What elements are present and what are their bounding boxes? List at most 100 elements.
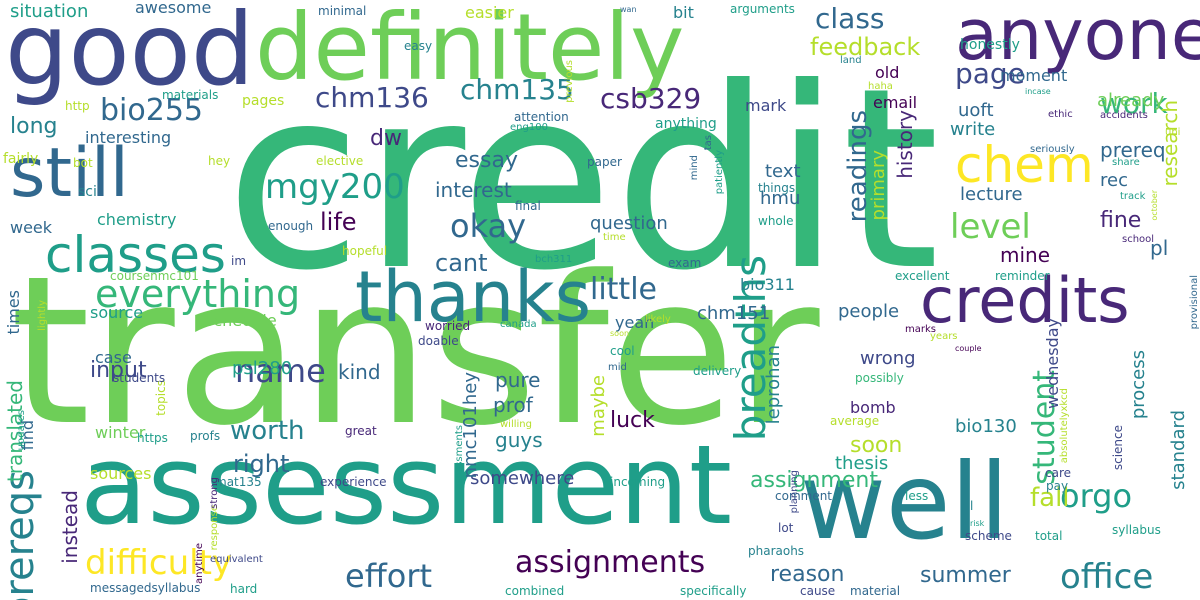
word-im: im (231, 254, 247, 268)
word-total: total (1035, 529, 1063, 543)
word-wrong: wrong (860, 348, 916, 369)
word-classes: classes (45, 226, 226, 284)
word-fall: fall (1030, 483, 1070, 513)
word-absolutelyxkcd: absolutelyxkcd (1059, 388, 1070, 464)
word-haha: haha (868, 81, 893, 92)
word-hard: hard (230, 582, 258, 596)
word-everything: everything (95, 272, 301, 316)
word-people: people (838, 301, 900, 322)
word-delivery: delivery (693, 364, 742, 378)
word-exam: exam (668, 256, 702, 270)
word-thanks: thanks (355, 256, 592, 338)
word-anytime: anytime (194, 543, 205, 584)
word-strong: strong (209, 477, 220, 509)
word-specifically: specifically (680, 584, 747, 598)
word-things: things (758, 181, 796, 195)
word-week: week (10, 218, 53, 237)
word-land: land (840, 55, 862, 66)
word-material: material (850, 584, 901, 598)
word-right: right (233, 450, 290, 478)
word-combined: combined (505, 584, 565, 598)
word-great: great (345, 424, 377, 438)
word-enough: enough (268, 219, 314, 233)
word-assignments: assignments (515, 545, 706, 580)
word-bot: bot (73, 156, 93, 170)
word-sci: sci (78, 184, 97, 200)
word-patiently: patiently (714, 150, 725, 195)
word-provisional: provisional (1189, 275, 1200, 330)
word-soon: soon (850, 433, 903, 458)
word-likely: likely (645, 314, 671, 325)
word-syllabus: syllabus (1112, 523, 1161, 537)
word-kind: kind (338, 360, 381, 384)
word-class: class (815, 2, 885, 35)
word-chm136: chm136 (315, 81, 429, 114)
word-input: input (90, 358, 147, 383)
word-old: old (875, 63, 900, 82)
word-scheme: scheme (965, 529, 1012, 543)
word-time: time (603, 232, 626, 243)
word-difficulty: difficulty (85, 543, 233, 583)
word-seriously: seriously (1030, 144, 1075, 155)
word-interest: interest (435, 178, 512, 202)
word-bio255: bio255 (100, 93, 203, 128)
word-average: average (830, 414, 880, 428)
word-pay: pay (1046, 479, 1069, 493)
word-whole: whole (758, 214, 794, 228)
word-thesis: thesis (835, 453, 889, 474)
word-previous: previous (564, 60, 575, 103)
word-lecture: lecture (960, 184, 1023, 205)
word-soon-small: soon (610, 329, 630, 338)
word-credit: credit (225, 34, 940, 325)
word-leprohan: leprohan (763, 345, 784, 425)
word-chm135: chm135 (460, 73, 574, 106)
word-write: write (950, 119, 996, 140)
word-text: text (765, 161, 801, 182)
word-rec: rec (1100, 170, 1128, 191)
word-less: less (905, 489, 929, 503)
word-summer: summer (920, 563, 1011, 588)
word-fine: fine (1100, 208, 1142, 233)
word-bch311: bch311 (535, 254, 573, 265)
word-couple: couple (955, 344, 982, 353)
word-assessment: assessment (80, 421, 732, 549)
word-mine: mine (1000, 243, 1051, 267)
word-chm151: chm151 (697, 303, 771, 324)
word-years: years (930, 331, 958, 342)
word-chemistry: chemistry (97, 210, 177, 229)
word-situation: situation (10, 1, 89, 22)
word-accidents: accidents (1100, 110, 1148, 121)
word-october: october (1150, 190, 1159, 221)
word-risk: risk (970, 519, 985, 528)
word-long: long (10, 114, 58, 139)
word-bio130: bio130 (955, 416, 1017, 437)
word-work: work (1100, 87, 1168, 120)
word-dw: dw (370, 126, 402, 151)
word-eng100: eng100 (510, 122, 548, 133)
word-coursenmc101: coursenmc101 (110, 269, 199, 283)
word-track: track (1120, 191, 1146, 202)
word-mat135: mat135 (215, 475, 262, 489)
word-school: school (1122, 234, 1155, 245)
word-science: science (1111, 425, 1125, 471)
word-prof: prof (493, 393, 533, 417)
word-worried: worried (425, 319, 471, 333)
word-bio311: bio311 (740, 275, 795, 294)
word-bit: bit (673, 3, 694, 22)
word-materials: materials (162, 88, 219, 102)
word-fairly: fairly (3, 151, 39, 167)
word-response: response (209, 505, 220, 551)
word-standard: standard (1168, 410, 1189, 490)
word-moment: moment (1000, 66, 1068, 85)
word-final: final (515, 199, 541, 213)
word-minimal: minimal (318, 4, 367, 18)
word-possibly: possibly (855, 371, 904, 385)
word-mgy200: mgy200 (265, 167, 405, 207)
word-mid: mid (608, 362, 627, 373)
word-feedback: feedback (810, 33, 921, 61)
word-comment: comment (775, 489, 833, 503)
word-paper: paper (587, 155, 622, 169)
word-lot: lot (778, 521, 794, 535)
word-cool: cool (610, 344, 635, 358)
